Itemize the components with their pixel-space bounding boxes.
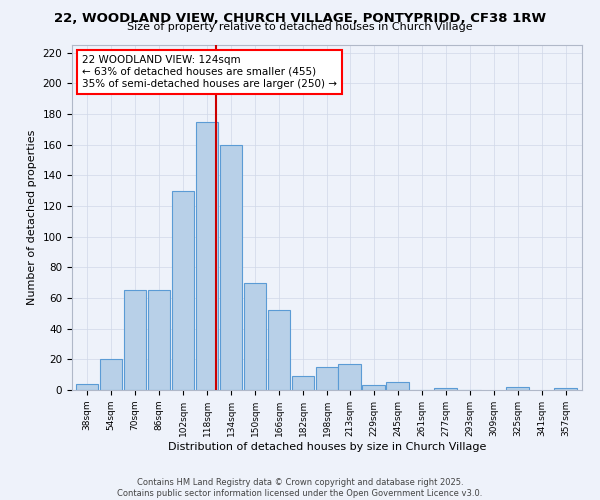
Bar bbox=[76, 384, 98, 390]
Bar bbox=[196, 122, 218, 390]
Bar bbox=[148, 290, 170, 390]
Bar bbox=[244, 282, 266, 390]
Bar bbox=[100, 360, 122, 390]
Bar bbox=[554, 388, 577, 390]
Bar bbox=[268, 310, 290, 390]
Text: 22 WOODLAND VIEW: 124sqm
← 63% of detached houses are smaller (455)
35% of semi-: 22 WOODLAND VIEW: 124sqm ← 63% of detach… bbox=[82, 56, 337, 88]
Y-axis label: Number of detached properties: Number of detached properties bbox=[27, 130, 37, 305]
Bar bbox=[434, 388, 457, 390]
Bar bbox=[220, 144, 242, 390]
Text: 22, WOODLAND VIEW, CHURCH VILLAGE, PONTYPRIDD, CF38 1RW: 22, WOODLAND VIEW, CHURCH VILLAGE, PONTY… bbox=[54, 12, 546, 26]
Bar bbox=[338, 364, 361, 390]
Text: Contains HM Land Registry data © Crown copyright and database right 2025.
Contai: Contains HM Land Registry data © Crown c… bbox=[118, 478, 482, 498]
Bar bbox=[316, 367, 338, 390]
Bar bbox=[124, 290, 146, 390]
Bar bbox=[506, 387, 529, 390]
Text: Size of property relative to detached houses in Church Village: Size of property relative to detached ho… bbox=[127, 22, 473, 32]
Bar bbox=[292, 376, 314, 390]
Bar bbox=[362, 386, 385, 390]
Bar bbox=[172, 190, 194, 390]
X-axis label: Distribution of detached houses by size in Church Village: Distribution of detached houses by size … bbox=[168, 442, 486, 452]
Bar bbox=[386, 382, 409, 390]
